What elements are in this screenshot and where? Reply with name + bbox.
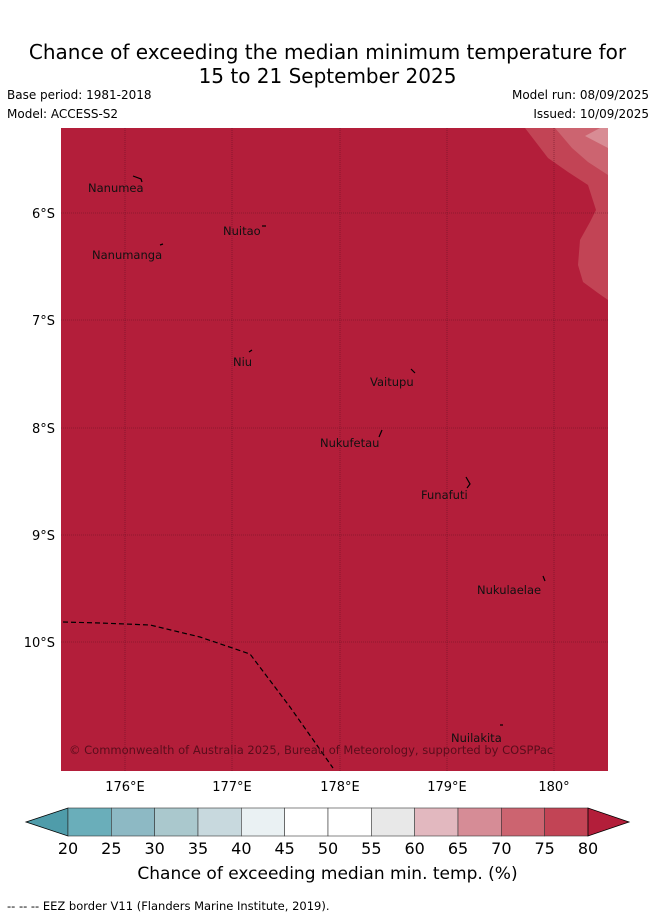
lon-label-180: 180° — [538, 780, 569, 795]
model-run: Model run: 08/09/2025 — [511, 88, 649, 102]
longitude-labels: 176°E 177°E 178°E 179°E 180° — [105, 780, 569, 795]
place-label-nanumea: Nanumea — [88, 181, 144, 195]
title-line-2: 15 to 21 September 2025 — [198, 64, 457, 88]
colorbar-swatch — [501, 807, 545, 837]
band-75-80 — [525, 128, 608, 300]
lat-label-6s: 6°S — [32, 207, 55, 222]
island-funafuti-shape — [465, 476, 471, 489]
lon-label-179e: 179°E — [427, 780, 467, 795]
islands — [132, 175, 546, 726]
colorbar-swatch — [284, 807, 329, 837]
colorbar-tick-label: 60 — [404, 839, 424, 858]
colorbar-tick-label: 25 — [101, 839, 121, 858]
eez-legend: -- -- -- EEZ border V11 (Flanders Marine… — [7, 899, 330, 913]
colorbar-swatch — [414, 807, 459, 837]
colorbar-tick-label: 80 — [578, 839, 598, 858]
band-65-70 — [585, 128, 608, 148]
colorbar-tick-label: 75 — [534, 839, 554, 858]
eez-border — [62, 621, 334, 769]
colorbar-swatch — [241, 807, 285, 837]
lon-label-178e: 178°E — [320, 780, 360, 795]
colorbar-tick-label: 35 — [188, 839, 208, 858]
colorbar-swatch — [327, 807, 372, 837]
place-label-nukufetau: Nukufetau — [320, 436, 379, 450]
colorbar-tick-label: 65 — [448, 839, 468, 858]
lon-label-177e: 177°E — [212, 780, 252, 795]
colorbar-swatch — [371, 807, 415, 837]
place-label-vaitupu: Vaitupu — [370, 375, 414, 389]
lat-label-10s: 10°S — [24, 636, 55, 651]
colorbar-swatch — [197, 807, 242, 837]
colorbar-arrow-low — [24, 807, 69, 837]
colorbar-tick-label: 50 — [318, 839, 338, 858]
colorbar-swatch — [544, 807, 589, 837]
place-label-nuitao: Nuitao — [223, 224, 261, 238]
lon-label-176e: 176°E — [105, 780, 145, 795]
colorbar-swatch — [111, 807, 155, 837]
colorbar-arrow-high — [587, 807, 631, 837]
colorbar-swatch — [154, 807, 199, 837]
title-line-1: Chance of exceeding the median minimum t… — [28, 40, 627, 64]
colorbar-tick-label: 55 — [361, 839, 381, 858]
colorbar: 20 25 30 35 40 45 50 55 60 65 70 75 80 — [24, 807, 631, 858]
base-period: Base period: 1981-2018 — [7, 88, 152, 102]
island-nukufetau-shape — [378, 429, 383, 438]
copyright-notice: © Commonwealth of Australia 2025, Bureau… — [69, 743, 553, 757]
colorbar-swatch — [457, 807, 502, 837]
issued-date: Issued: 10/09/2025 — [533, 107, 649, 121]
colorbar-tick-label: 40 — [231, 839, 251, 858]
lat-label-7s: 7°S — [32, 314, 55, 329]
colorbar-tick-label: 20 — [58, 839, 78, 858]
place-label-niu: Niu — [233, 355, 252, 369]
colorbar-tick-label: 45 — [274, 839, 294, 858]
lat-label-8s: 8°S — [32, 422, 55, 437]
place-label-nuilakita: Nuilakita — [451, 731, 502, 745]
colorbar-swatch — [67, 807, 112, 837]
place-label-nanumanga: Nanumanga — [92, 248, 162, 262]
island-nukulaelae-shape — [542, 575, 546, 582]
place-label-funafuti: Funafuti — [421, 488, 468, 502]
map-title: Chance of exceeding the median minimum t… — [0, 40, 655, 88]
island-vaitupu-shape — [410, 368, 416, 374]
colorbar-tick-label: 70 — [491, 839, 511, 858]
island-niu-shape — [248, 349, 253, 353]
colorbar-tick-label: 30 — [144, 839, 164, 858]
probability-field — [61, 128, 608, 771]
colorbar-label: Chance of exceeding median min. temp. (%… — [137, 864, 518, 884]
latitude-labels: 6°S 7°S 8°S 9°S 10°S — [24, 207, 55, 651]
model-name: Model: ACCESS-S2 — [7, 107, 119, 121]
island-nanumea-shape — [132, 175, 143, 183]
island-nanumanga-shape — [159, 243, 164, 246]
place-label-nukulaelae: Nukulaelae — [477, 583, 541, 597]
lat-label-9s: 9°S — [32, 529, 55, 544]
